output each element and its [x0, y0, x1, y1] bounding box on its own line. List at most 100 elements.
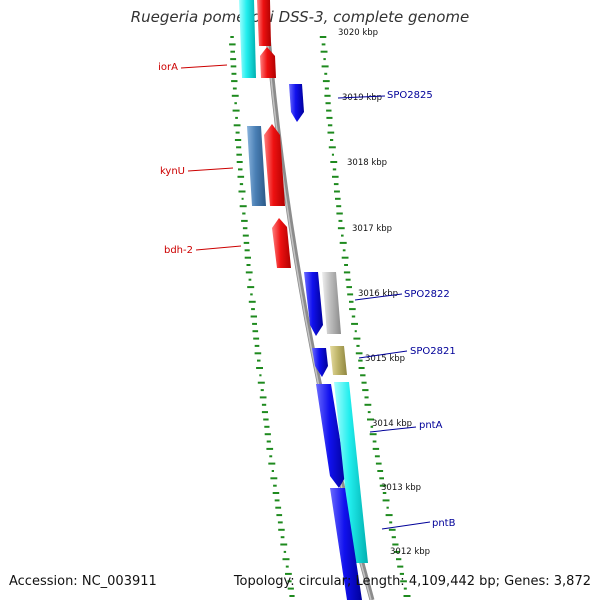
gc-tick: [403, 587, 407, 590]
gc-tick: [244, 249, 250, 252]
accession-info: Accession: NC_003911: [9, 574, 157, 589]
gc-tick: [256, 367, 263, 369]
gc-tick: [391, 536, 396, 539]
gc-tick: [333, 183, 339, 186]
gc-tick: [246, 264, 251, 266]
gene-arrow-blue: [316, 384, 346, 488]
gc-tick: [392, 543, 399, 546]
gc-tick: [277, 521, 283, 524]
gc-tick: [370, 425, 374, 428]
gc-tick: [273, 484, 277, 487]
gc-tick: [283, 550, 287, 553]
gc-tick: [268, 462, 276, 465]
gc-tick: [237, 175, 245, 178]
gc-tick: [332, 168, 337, 171]
gc-tick: [248, 278, 252, 281]
gc-tick: [234, 102, 237, 105]
gc-tick: [386, 506, 389, 509]
gc-tick: [330, 139, 334, 141]
gc-tick: [403, 595, 411, 597]
gene-label-pntB: pntB: [432, 518, 456, 529]
gc-tick: [248, 300, 256, 303]
gc-tick: [230, 36, 234, 38]
gc-tick: [322, 80, 330, 83]
gc-tick: [261, 403, 267, 406]
gene-label-bdh-2: bdh-2: [164, 245, 193, 256]
gc-tick: [385, 514, 393, 517]
gc-tick: [336, 205, 342, 208]
gene-arrow-blue: [289, 84, 304, 122]
gc-tick: [264, 425, 270, 428]
gc-tick: [254, 352, 262, 355]
kbp-label: 3020 kbp: [338, 28, 378, 38]
gc-tick: [324, 87, 329, 90]
gene-label-leader: [354, 293, 403, 301]
gc-tick: [272, 492, 280, 494]
gc-tick: [259, 374, 262, 377]
gc-tick: [394, 550, 400, 553]
gc-tick: [259, 396, 267, 399]
topology-label: Topology:: [233, 574, 295, 589]
gc-tick: [236, 161, 243, 163]
genes-value: 3,872: [553, 574, 591, 589]
gene-arrow-red: [272, 218, 291, 268]
gc-tick: [325, 102, 331, 105]
gc-tick: [230, 58, 237, 61]
gc-tick: [282, 558, 290, 561]
gc-tick: [235, 131, 240, 134]
gc-tick: [330, 161, 338, 163]
gene-label-SPO2822: SPO2822: [404, 289, 450, 300]
gene-label-leader: [187, 167, 234, 172]
gc-tick: [327, 131, 335, 134]
gene-label-SPO2821: SPO2821: [410, 346, 456, 357]
gc-tick: [369, 433, 377, 436]
gc-tick: [230, 65, 237, 68]
gc-tick: [339, 241, 347, 244]
gc-tick: [287, 580, 292, 583]
gc-tick: [356, 344, 360, 347]
length-label: Length:: [355, 574, 405, 589]
gc-tick: [239, 183, 244, 186]
kbp-label: 3015 kbp: [365, 354, 405, 364]
gc-tick: [289, 595, 295, 597]
gc-tick: [364, 403, 372, 406]
gc-tick: [251, 308, 255, 311]
gc-tick: [374, 455, 380, 458]
gc-tick: [343, 271, 351, 274]
map-title: Ruegeria pomeroyi DSS-3, complete genome: [130, 8, 470, 26]
gene-label-SPO2825: SPO2825: [387, 90, 433, 101]
gc-tick: [263, 418, 269, 421]
gc-tick: [351, 322, 358, 325]
gc-tick: [266, 447, 274, 450]
gene-label-leader: [369, 426, 417, 433]
gc-tick: [360, 374, 366, 377]
topology-value: circular: [298, 574, 347, 589]
gc-tick: [257, 359, 261, 362]
gc-tick: [337, 227, 345, 230]
gc-tick: [355, 352, 363, 355]
gc-tick: [253, 337, 260, 340]
gc-tick: [242, 212, 246, 215]
gc-tick: [241, 219, 248, 222]
gene-arrow-blue: [330, 488, 362, 600]
gene-label-leader: [180, 64, 228, 69]
gc-tick: [382, 499, 390, 502]
gc-tick: [320, 50, 328, 53]
kbp-label: 3014 kbp: [372, 419, 412, 429]
gene-arrow-grey: [322, 272, 341, 334]
gc-tick: [364, 396, 369, 399]
gc-tick: [257, 381, 265, 384]
gc-tick: [327, 124, 333, 127]
gc-tick: [236, 146, 242, 149]
kbp-label: 3012 kbp: [390, 547, 430, 557]
gene-arrow-red: [257, 0, 271, 46]
gc-tick: [342, 249, 346, 252]
genome-stats: Topology: circular; Length: 4,109,442 bp…: [233, 574, 591, 589]
kbp-label: 3013 kbp: [381, 483, 421, 493]
gene-arrow-blue: [304, 272, 323, 336]
length-value: 4,109,442 bp: [408, 574, 496, 589]
gc-tick: [324, 72, 328, 75]
gc-tick: [244, 256, 251, 259]
gc-tick: [362, 389, 369, 392]
gc-tick: [338, 219, 343, 222]
